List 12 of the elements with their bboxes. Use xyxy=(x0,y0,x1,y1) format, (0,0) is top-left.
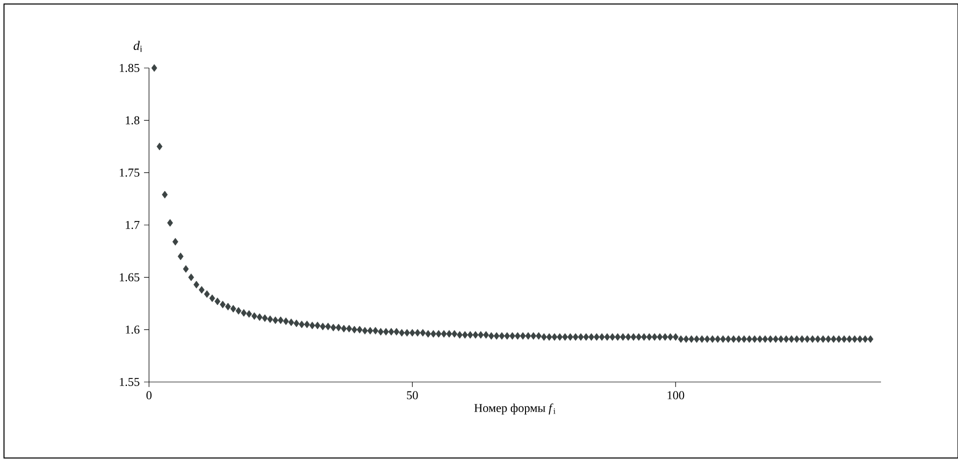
x-tick-label: 50 xyxy=(407,391,418,400)
y-tick-label: 1.75 xyxy=(120,168,140,177)
y-tick-label: 1.65 xyxy=(120,273,140,282)
y-tick-label: 1.6 xyxy=(126,326,140,334)
y-tick-label: 1.7 xyxy=(126,220,140,230)
y-axis-title: d$_{i}$ xyxy=(134,40,142,52)
x-tick-label: 0 xyxy=(146,391,152,400)
y-tick-label: 1.55 xyxy=(120,378,140,386)
y-tick-label: 1.8 xyxy=(126,116,140,124)
x-tick-label: 100 xyxy=(668,391,684,400)
x-axis-title: Номер формы f$_{i}$ xyxy=(474,403,556,414)
y-tick-label: 1.85 xyxy=(120,64,140,72)
